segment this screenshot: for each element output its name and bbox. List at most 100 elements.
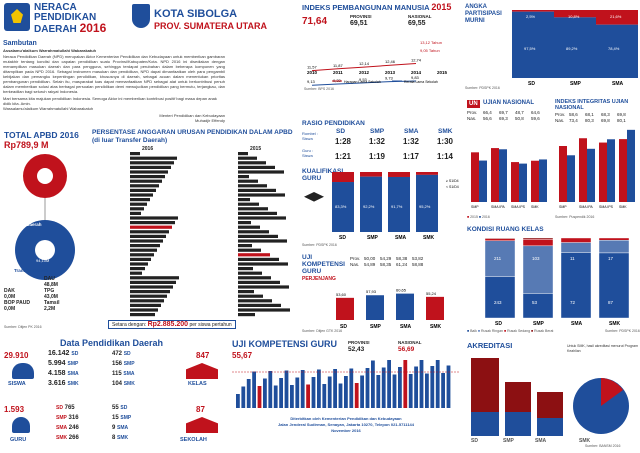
kelas-rows: 472 SD 156 SMP 115 SMA 104 SMK xyxy=(112,349,135,389)
ukg-value-label: 55,24 xyxy=(426,291,437,296)
npd-title: NERACA PENDIDIKAN DAERAH 2016 xyxy=(34,3,106,35)
bar-category: SMK xyxy=(619,205,627,209)
akreditasi-source: Sumber: BANSM 2016 xyxy=(585,444,621,448)
rombel-label: Rombel : Siswa xyxy=(302,131,319,141)
bar-ringan xyxy=(598,240,630,254)
signer-title: Menteri Pendidikan dan Kebudayaan xyxy=(159,113,225,118)
ukg-school-bar xyxy=(376,375,381,408)
rasio-header: SMA xyxy=(404,128,419,135)
transfer-value: 94,10M xyxy=(36,258,50,263)
ukg-school-bar xyxy=(279,378,283,408)
kual-bar-blue xyxy=(388,176,410,232)
siswa-label: SISWA xyxy=(8,381,26,387)
ukg-school-bar xyxy=(241,386,246,408)
ukg-bottom-title: UJI KOMPETENSI GURU xyxy=(232,339,338,349)
budget-bar-2016 xyxy=(130,175,165,179)
legend-hls: Harapan Lama Sekolah xyxy=(344,80,381,84)
sekolah-total: 87 xyxy=(196,405,205,414)
ukg-school-bar xyxy=(295,377,300,408)
apm-red-label: 2,5% xyxy=(526,14,536,19)
bar-2016 xyxy=(539,159,547,202)
bar-2015 xyxy=(531,160,539,202)
ukg-school-bar xyxy=(257,386,262,408)
un-title: UJIAN NASIONAL xyxy=(483,100,535,106)
budget-bar-2015 xyxy=(238,253,270,257)
ukg-school-bar xyxy=(338,383,343,408)
rombel-ratio: 1:30 xyxy=(436,137,453,146)
budget-bar-2015 xyxy=(238,290,254,294)
rasio-panel: RASIO PENDIDIKAN Rombel : Siswa Guru : S… xyxy=(300,118,464,166)
year-tick: 2015 xyxy=(437,70,448,75)
akr-category: SMA xyxy=(535,438,547,444)
bar-category: SMA IPA xyxy=(491,205,505,209)
bar-2016 xyxy=(567,155,575,202)
budget-bar-2015 xyxy=(238,230,269,234)
transfer-label: Transfer Daerah xyxy=(14,268,49,273)
apm-title: ANGKA PARTISIPASI MURNI xyxy=(465,4,502,24)
kelas-label: KELAS xyxy=(188,381,207,387)
data-row: 5.994 SMP xyxy=(48,360,79,367)
data-row: 3.616 SMK xyxy=(48,380,79,387)
ukg-school-bar xyxy=(327,376,332,408)
city-emblem-icon xyxy=(132,4,150,28)
apm-blue-label: 89,2% xyxy=(566,46,578,51)
ukg-value-label: 60,65 xyxy=(396,288,407,293)
kondisi-category: SMP xyxy=(533,321,545,327)
budget-bar-2016 xyxy=(130,170,168,174)
data-row: 104 SMK xyxy=(112,381,135,387)
kemdikbud-logo-icon xyxy=(4,3,30,31)
kual-bar-red xyxy=(416,172,438,175)
kondisi-category: SMA xyxy=(571,321,583,327)
ukg-bottom-prov-label: PROVINSI xyxy=(348,340,370,345)
budget-bar-2016 xyxy=(130,193,153,197)
akr-category: SMP xyxy=(503,438,514,444)
budget-bar-2016 xyxy=(130,207,144,211)
budget-bar-2016 xyxy=(130,313,155,317)
budget-bar-2016 xyxy=(130,244,160,248)
dak-bop: DAK 0,0M BOP PAUD 0,0M xyxy=(4,288,30,312)
data-row: 9 SMA xyxy=(112,425,129,431)
bar-ringan xyxy=(522,245,554,294)
akreditasi-categories: SD SMP SMA SMK xyxy=(471,438,611,444)
apbd-value: Rp789,9 M xyxy=(4,140,49,150)
ukg-subtitle: PERJENJANG xyxy=(302,276,336,282)
data-row: 16.142 SD xyxy=(48,350,79,357)
ukg-bar xyxy=(396,293,414,320)
budget-bar-2016 xyxy=(130,165,171,169)
budget-bar-2015 xyxy=(238,303,281,307)
apbd-panel: TOTAL APBD 2016 Rp789,9 M Dana Daerah 66… xyxy=(0,128,88,334)
ukg-bar xyxy=(426,296,444,320)
budget-bar-2015 xyxy=(238,207,268,211)
ukg-category: SD xyxy=(340,324,347,330)
apm-bar-red xyxy=(512,10,554,12)
budget-bar-2015 xyxy=(238,276,271,280)
kondisi-ringan-label: 11 xyxy=(570,256,575,261)
bar-2016 xyxy=(479,160,487,202)
akreditasi-chart xyxy=(471,358,629,436)
budget-bar-2015 xyxy=(238,184,267,188)
ukg-school-bar xyxy=(252,371,256,408)
kual-category: SD xyxy=(339,235,346,241)
ukg-school-bar xyxy=(263,378,267,408)
apm-bar-blue xyxy=(554,17,596,78)
ukg-school-bar xyxy=(273,385,278,408)
budget-bar-2015 xyxy=(238,216,286,220)
data-row: 15 SMP xyxy=(112,415,132,421)
bar-baik xyxy=(598,252,630,319)
dana-daerah-label: Dana Daerah xyxy=(14,222,42,227)
data-row: SMK 266 xyxy=(56,435,79,441)
rombel-ratio: 1:32 xyxy=(368,137,385,146)
kual-legend-top: ≥ S1/D4 xyxy=(446,179,459,183)
bar-2016 xyxy=(587,148,595,202)
ukg-chart: 53,60 SD 57,93 SMP 60,65 SMA 55,24 SMK xyxy=(336,288,444,330)
ipm-nas-label: NASIONAL xyxy=(408,14,432,19)
persentase-subtitle: (di luar Transfer Daerah) xyxy=(92,137,168,144)
budget-bar-2016 xyxy=(130,267,145,271)
bar-sedang xyxy=(484,238,516,241)
ukg-bottom-nas-value: 56,69 xyxy=(398,346,415,353)
ukg-school-bar xyxy=(392,374,397,408)
budget-bar-2015 xyxy=(238,170,284,174)
title-line3: DAERAH 2016 xyxy=(34,21,107,35)
ukg-bottom-chart xyxy=(232,360,460,408)
ukg-school-bar xyxy=(387,360,391,408)
